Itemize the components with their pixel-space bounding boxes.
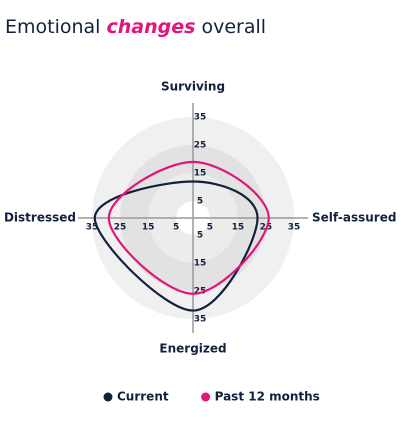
tick-label: 25 xyxy=(194,141,207,151)
tick-label: 15 xyxy=(194,169,207,179)
title-emphasis: changes xyxy=(106,16,196,38)
tick-label: 35 xyxy=(194,315,207,325)
axis-label: Distressed xyxy=(4,211,76,225)
legend-marker xyxy=(103,392,113,402)
tick-label: 5 xyxy=(173,223,179,233)
tick-label: 5 xyxy=(207,223,213,233)
axis-label: Self-assured xyxy=(312,211,396,225)
tick-label: 25 xyxy=(194,286,207,296)
axis-label: Surviving xyxy=(161,80,225,94)
legend-marker xyxy=(201,392,211,402)
tick-label: 15 xyxy=(194,258,207,268)
legend-label: Current xyxy=(117,390,169,404)
series-line xyxy=(93,180,259,312)
tick-label: 15 xyxy=(142,223,155,233)
title-text: overall xyxy=(201,16,267,38)
tick-label: 35 xyxy=(288,223,301,233)
tick-label: 35 xyxy=(86,223,99,233)
title: Emotional changes overall xyxy=(5,16,266,38)
tick-label: 35 xyxy=(194,113,207,123)
legend-label: Past 12 months xyxy=(215,390,320,404)
tick-label: 15 xyxy=(232,223,245,233)
series-line xyxy=(107,160,270,295)
title-text: Emotional xyxy=(5,16,101,38)
axis-label: Energized xyxy=(159,342,226,356)
tick-label: 5 xyxy=(197,197,203,207)
tick-label: 25 xyxy=(114,223,127,233)
tick-label: 5 xyxy=(197,230,203,240)
